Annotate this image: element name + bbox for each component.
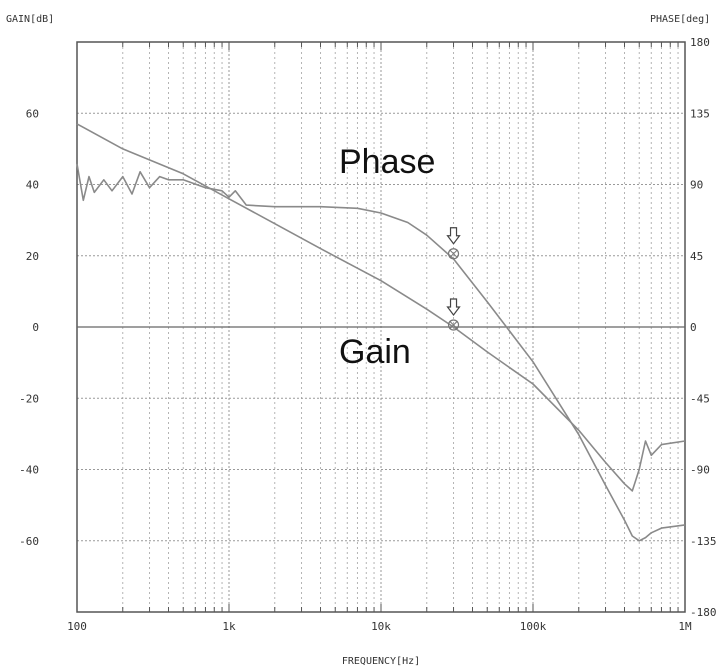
y2-tick-label: 45 [690,250,703,263]
y2-tick-label: -135 [690,535,717,548]
y-tick-label: 40 [26,179,39,192]
y2-axis-title: PHASE[deg] [650,14,710,25]
y-tick-label: -60 [19,535,39,548]
y-tick-label: -20 [19,392,39,405]
x-tick-label: 100k [520,620,547,633]
annotation-phase: Phase [339,143,435,181]
marker-down-arrow-icon [446,298,461,316]
crossover-marker [447,248,460,260]
y-tick-label: 60 [26,107,39,120]
annotation-gain: Gain [339,333,411,371]
y2-tick-label: -45 [690,392,710,405]
x-tick-label: 100 [67,620,87,633]
annotations: Phase Gain [339,143,435,371]
crossover-marker [447,319,460,331]
y-tick-label: 0 [32,321,39,334]
y2-tick-label: -180 [690,606,717,619]
markers [446,227,461,331]
y-tick-label: 20 [26,250,39,263]
marker-down-arrow-icon [446,227,461,245]
y2-tick-label: 135 [690,107,710,120]
crossover-marker-cross [449,249,458,259]
crossover-marker-cross [449,320,458,330]
x-tick-label: 1k [222,620,236,633]
y-tick-label: -40 [19,464,39,477]
series-line-phase [76,163,686,542]
x-tick-label: 10k [371,620,391,633]
series-line-gain [76,123,686,492]
y2-tick-label: 180 [690,36,710,49]
x-axis-title: FREQUENCY[Hz] [342,656,420,667]
y-axis-title: GAIN[dB] [6,14,54,25]
y2-tick-label: -90 [690,464,710,477]
y2-tick-label: 0 [690,321,697,334]
series [76,123,686,542]
y2-tick-label: 90 [690,179,703,192]
tick-labels: 100 1k 10k 100k 1M 60 40 20 0 -20 -40 -60 180 135 90 45… [19,36,716,633]
x-tick-label: 1M [678,620,692,633]
